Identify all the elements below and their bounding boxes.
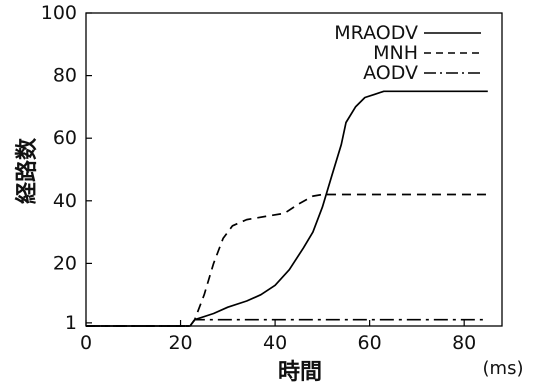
y-tick-label-4: 80 [53,65,77,87]
x-tick-label-2: 40 [263,332,287,354]
y-tick-label-2: 40 [53,190,77,212]
legend-label-0: MRAODV [334,22,418,44]
x-tick-label-3: 60 [358,332,382,354]
y-tick-label-1: 20 [53,252,77,274]
series-lines [86,90,488,327]
y-tick-label-5: 100 [41,2,77,24]
x-tick-label-0: 0 [80,332,92,354]
x-axis-unit: (ms) [483,358,524,379]
y-axis-title-group: 経路数 [14,137,40,204]
y-axis-title: 経路数 [14,137,40,204]
y-ticks: 1 20 40 60 80 100 [41,2,92,334]
series-line-mraodv [86,90,488,327]
series-line-aodv [86,318,488,327]
legend-label-1: MNH [373,42,418,64]
y-tick-label-3: 60 [53,127,77,149]
series-line-mnh [86,193,488,327]
plot-area-frame [85,12,503,327]
y-tick-label-0: 1 [65,312,77,334]
x-tick-label-1: 20 [168,332,192,354]
x-ticks: 0 20 40 60 80 [80,320,476,354]
x-axis-title: 時間 [278,360,322,385]
legend-label-2: AODV [363,62,418,84]
legend: MRAODV MNH AODV [334,22,481,84]
x-tick-label-4: 80 [452,332,476,354]
